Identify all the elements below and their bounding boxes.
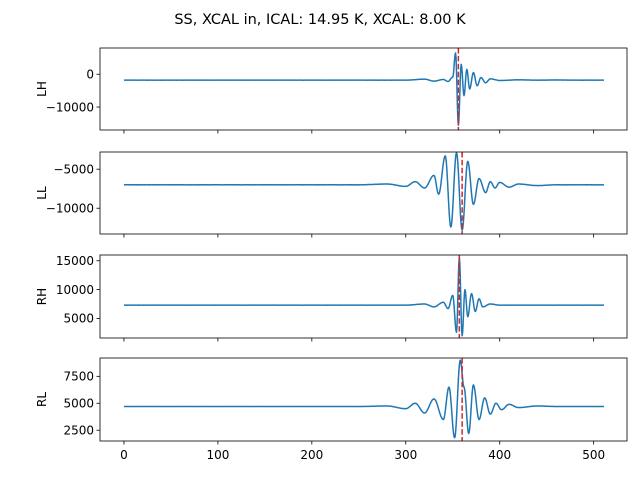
y-tick-label: 15000 (56, 254, 94, 268)
x-tick-label: 100 (206, 448, 229, 462)
y-axis-label: RH (35, 288, 49, 305)
series-line-ll (123, 152, 605, 231)
x-tick-label: 200 (300, 448, 323, 462)
x-tick-label: 0 (120, 448, 128, 462)
y-tick-label: 5000 (63, 312, 94, 326)
axes-frame (99, 47, 628, 131)
y-tick-label: −10000 (46, 202, 94, 216)
y-tick-label: 5000 (63, 397, 94, 411)
y-axis-label: LH (35, 81, 49, 97)
y-tick-label: −5000 (53, 162, 94, 176)
axes-frame (99, 254, 628, 339)
y-tick-label: −10000 (46, 100, 94, 114)
y-tick-label: 10000 (56, 283, 94, 297)
y-tick-label: 0 (86, 68, 94, 82)
subplots-container: 0−10000LH−5000−10000LL15000100005000RH75… (35, 47, 628, 462)
series-line-lh (123, 52, 605, 126)
x-tick-label: 500 (582, 448, 605, 462)
axes-frame (99, 151, 628, 235)
series-line-rl (123, 359, 605, 439)
chart-title: SS, XCAL in, ICAL: 14.95 K, XCAL: 8.00 K (174, 12, 466, 28)
series-line-rh (123, 257, 605, 337)
y-tick-label: 2500 (63, 424, 94, 438)
y-axis-label: LL (35, 186, 49, 200)
y-axis-label: RL (35, 392, 49, 407)
y-tick-label: 7500 (63, 370, 94, 384)
subplot-rh: 15000 10000 5000 RH (35, 254, 628, 342)
x-tick-label: 300 (394, 448, 417, 462)
subplot-lh: 0 −10000 LH (35, 47, 628, 134)
x-tick-label: 400 (488, 448, 511, 462)
subplot-ll: −5000 −10000 LL (35, 151, 628, 238)
axes-frame (99, 357, 628, 442)
subplot-rl: 7500 5000 2500 0 100 200 300 400 500 RL (35, 357, 628, 462)
